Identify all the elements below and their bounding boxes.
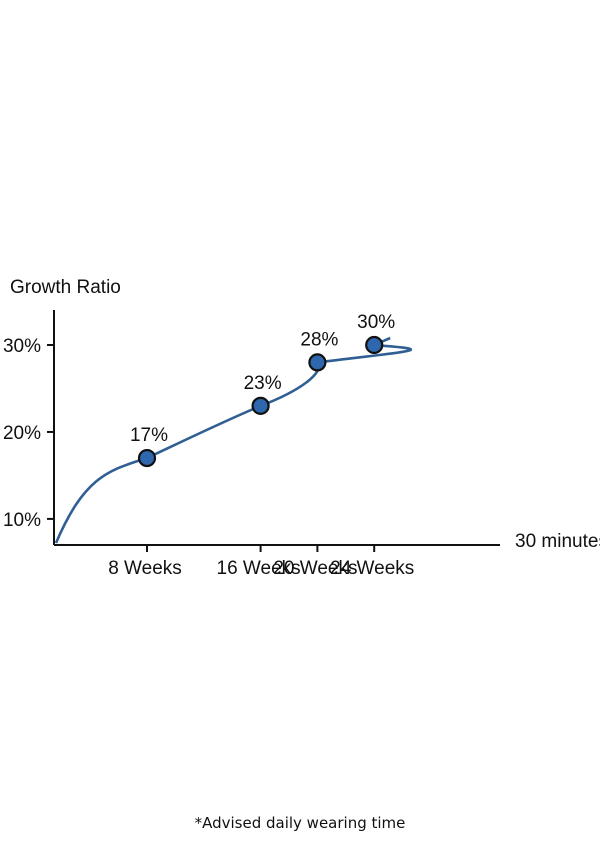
- y-axis-title: Growth Ratio: [10, 277, 121, 298]
- footnote: *Advised daily wearing time: [194, 814, 406, 832]
- y-tick-label: 20%: [3, 423, 41, 444]
- data-point-marker: [365, 335, 384, 355]
- x-tick-label: 8 Weeks: [108, 558, 182, 579]
- data-value-label: 30%: [357, 312, 395, 333]
- data-point-marker: [308, 353, 327, 372]
- data-value-label: 28%: [300, 329, 338, 350]
- x-tick-label: 20 Weeks: [273, 558, 357, 579]
- x-tick-label: 16 Weeks: [217, 558, 301, 579]
- y-tick-label: 10%: [3, 510, 41, 531]
- data-point-marker: [137, 448, 157, 468]
- data-value-label: 23%: [244, 373, 282, 394]
- growth-line: [54, 336, 413, 544]
- data-value-label: 17%: [130, 425, 168, 446]
- y-tick-label: 30%: [3, 336, 41, 357]
- x-tick-label: 24 Weeks: [330, 558, 414, 579]
- data-point-marker: [251, 396, 270, 415]
- x-axis-unit-label: 30 minutes: [515, 531, 600, 552]
